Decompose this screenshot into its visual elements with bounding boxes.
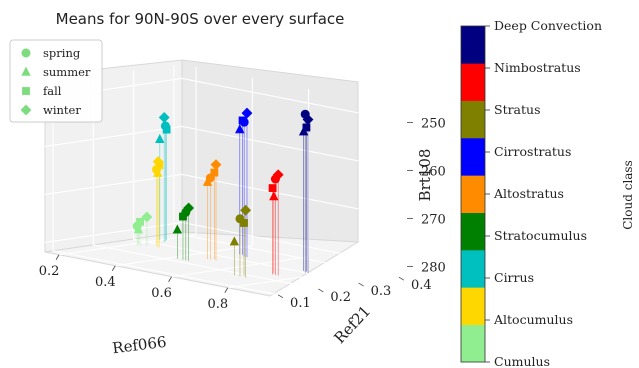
legend-label-fall: fall bbox=[43, 84, 62, 98]
point-cirrus-winter bbox=[158, 112, 170, 123]
y-grid-line-1 bbox=[92, 76, 319, 290]
point-cumulus-fall bbox=[136, 217, 144, 226]
legend-marker-fall bbox=[22, 87, 30, 95]
colorbar-tick-label-cirrostratus: Cirrostratus bbox=[494, 144, 571, 159]
point-nimbostratus-summer bbox=[269, 191, 279, 201]
x-tick-1 bbox=[111, 265, 116, 271]
colorbar-tick-label-altostratus: Altostratus bbox=[493, 186, 564, 201]
point-altocumulus-winter bbox=[152, 156, 164, 167]
z-axis-label: Brt108 bbox=[416, 149, 434, 202]
colorbar-labels: Cumulus Altocumulus Cirrus Stratocumulus Alt… bbox=[485, 18, 602, 368]
point-cirrus-spring bbox=[160, 121, 170, 131]
legend-marker-spring bbox=[21, 48, 31, 58]
point-stratocumulus-winter bbox=[183, 202, 195, 214]
x-tick-label-2: 0.6 bbox=[151, 286, 172, 301]
z-tick-label-2: 270 bbox=[421, 212, 446, 227]
colorbar-segment-cumulus bbox=[461, 324, 485, 363]
z-grid-line-2 bbox=[44, 173, 408, 219]
point-nimbostratus-fall bbox=[268, 184, 277, 192]
point-stratus-winter bbox=[240, 204, 252, 216]
point-stratus-summer bbox=[229, 236, 240, 246]
point-cirrostratus-summer bbox=[235, 124, 245, 134]
y-axis-label: Ref21 bbox=[330, 302, 374, 347]
legend-items: spring summer fall winter bbox=[20, 46, 91, 117]
colorbar-segment-nimbostratus bbox=[461, 63, 485, 101]
y-tick-label-2: 0.3 bbox=[371, 284, 392, 299]
legend-label-spring: spring bbox=[43, 46, 81, 60]
y-tick-label-1: 0.2 bbox=[330, 290, 351, 305]
colorbar-tick-label-cumulus: Cumulus bbox=[494, 354, 550, 368]
y-tick-label-3: 0.4 bbox=[411, 278, 432, 293]
colorbar-segment-cirrus bbox=[461, 250, 485, 288]
colorbar-tick-label-stratus: Stratus bbox=[494, 102, 541, 117]
y-grid-line-2 bbox=[133, 71, 359, 284]
point-cirrus-summer bbox=[155, 133, 165, 143]
point-deep-convection-fall bbox=[302, 123, 311, 132]
y-grid-line-0 bbox=[52, 82, 279, 296]
x-grid-line-2 bbox=[171, 88, 310, 278]
colorbar-tick-label-deep-convection: Deep Convection bbox=[494, 18, 602, 33]
z-tick-label-1: 260 bbox=[421, 164, 446, 179]
x-grid-line-1 bbox=[115, 77, 253, 267]
x-tick-3 bbox=[224, 287, 229, 293]
y-tick-label-0: 0.1 bbox=[290, 296, 311, 311]
x-tick-label-3: 0.8 bbox=[207, 297, 228, 312]
colorbar-tick-label-altocumulus: Altocumulus bbox=[493, 312, 573, 327]
point-cumulus-winter bbox=[141, 211, 153, 223]
x-grid-line-0 bbox=[58, 66, 197, 256]
legend: spring summer fall winter bbox=[9, 39, 103, 123]
chart-title: Means for 90N-90S over every surface bbox=[56, 10, 345, 28]
legend-marker-winter bbox=[20, 104, 32, 116]
point-stratocumulus-summer bbox=[172, 224, 183, 234]
colorbar-segment-altostratus bbox=[461, 175, 485, 213]
z-grid-line-1 bbox=[44, 125, 408, 171]
y-tick-2 bbox=[358, 282, 364, 287]
colorbar-segment-deep-convection bbox=[461, 26, 485, 64]
x-tick-label-0: 0.2 bbox=[39, 264, 60, 279]
point-altostratus-winter bbox=[210, 159, 222, 171]
y-tick-0 bbox=[277, 294, 284, 299]
colorbar-segment-cirrostratus bbox=[461, 138, 485, 176]
point-stratus-spring bbox=[235, 214, 245, 224]
x-tick-2 bbox=[168, 276, 172, 282]
point-cirrostratus-spring bbox=[239, 117, 249, 127]
z-tick-label-0: 250 bbox=[421, 116, 446, 131]
point-deep-convection-winter bbox=[302, 114, 314, 125]
grid-lines bbox=[44, 65, 408, 296]
axes: 0.2 0.4 0.6 0.8 0.1 0.2 0.3 0.4 250 260 270 280 bbox=[39, 116, 446, 311]
y-tick-1 bbox=[318, 288, 324, 293]
legend-box bbox=[9, 39, 103, 123]
colorbar-segments bbox=[461, 26, 485, 363]
y-tick-3 bbox=[398, 276, 405, 281]
colorbar-tick-label-nimbostratus: Nimbostratus bbox=[494, 60, 581, 75]
colorbar-tick-label-cirrus: Cirrus bbox=[494, 270, 534, 285]
x-tick-label-1: 0.4 bbox=[95, 275, 116, 290]
colorbar: Cumulus Altocumulus Cirrus Stratocumulus Alt… bbox=[460, 18, 635, 368]
legend-marker-summer bbox=[21, 66, 31, 76]
x-tick-0 bbox=[55, 254, 60, 260]
colorbar-segment-altocumulus bbox=[461, 287, 485, 325]
z-tick-label-3: 280 bbox=[421, 260, 446, 275]
point-nimbostratus-winter bbox=[272, 169, 284, 181]
colorbar-label: Cloud class bbox=[621, 160, 635, 230]
colorbar-tick-label-stratocumulus: Stratocumulus bbox=[494, 228, 587, 243]
z-grid-line-3 bbox=[44, 221, 408, 267]
data-points bbox=[132, 107, 314, 246]
point-cirrostratus-winter bbox=[241, 107, 253, 119]
legend-label-winter: winter bbox=[43, 103, 81, 117]
colorbar-segment-stratus bbox=[461, 100, 485, 139]
stems bbox=[136, 113, 309, 278]
point-altostratus-spring bbox=[205, 173, 215, 183]
x-axis-label: Ref066 bbox=[111, 333, 167, 357]
legend-label-summer: summer bbox=[43, 65, 91, 79]
back-pane bbox=[181, 59, 359, 243]
colorbar-segment-stratocumulus bbox=[461, 212, 485, 251]
x-grid-line-3 bbox=[227, 99, 366, 289]
